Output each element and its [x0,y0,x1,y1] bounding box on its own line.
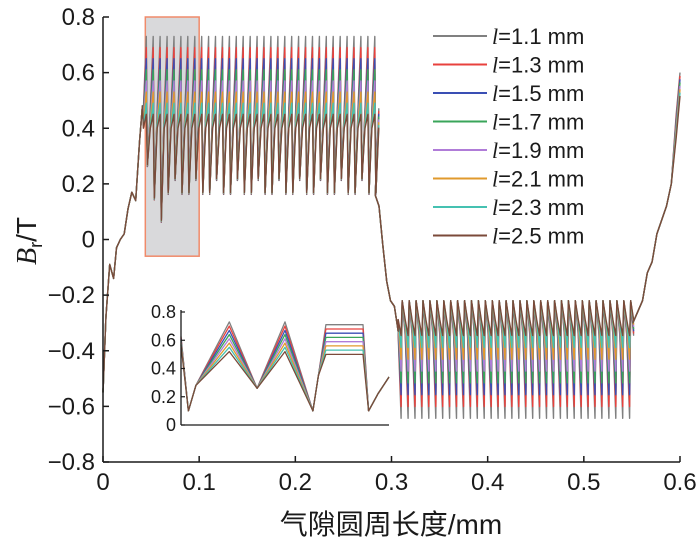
y-tick-label: 0 [82,227,95,254]
legend: l=1.1 mml=1.3 mml=1.5 mml=1.7 mml=1.9 mm… [433,24,584,249]
legend-label-variable: l [492,53,498,78]
inset-series-line-7 [180,345,390,412]
legend-label-7: l=2.5 mm [492,224,584,249]
legend-label-variable: l [492,24,498,49]
y-axis-title-symbol: B [12,248,43,265]
y-tick-label: −0.8 [48,449,95,476]
legend-label-2: l=1.5 mm [492,81,584,106]
legend-label-1: l=1.3 mm [492,53,584,78]
x-tick-label: 0.1 [182,469,215,496]
series-line-7 [102,95,681,393]
x-tick-label: 0.2 [279,469,312,496]
x-tick-label: 0.5 [567,469,600,496]
y-tick-label: 0.6 [62,60,95,87]
y-tick-label: −0.4 [48,338,95,365]
inset-y-tick-label: 0.8 [151,302,176,322]
legend-label-variable: l [492,195,498,220]
legend-label-value: =2.1 mm [498,167,584,192]
inset-y-tick-label: 0.4 [151,359,176,379]
x-tick-label: 0.4 [471,469,504,496]
legend-label-0: l=1.1 mm [492,24,584,49]
legend-label-variable: l [492,167,498,192]
y-tick-label: 0.2 [62,171,95,198]
legend-label-6: l=2.3 mm [492,195,584,220]
legend-label-4: l=1.9 mm [492,138,584,163]
x-tick-label: 0.3 [375,469,408,496]
legend-label-value: =1.1 mm [498,24,584,49]
inset-y-tick-label: 0.2 [151,387,176,407]
legend-label-value: =1.7 mm [498,110,584,135]
y-tick-label: −0.6 [48,393,95,420]
legend-label-variable: l [492,81,498,106]
legend-label-variable: l [492,138,498,163]
x-axis-title: 气隙圆周长度/mm [280,509,502,540]
inset-y-tick-label: 0.6 [151,330,176,350]
legend-label-variable: l [492,224,498,249]
y-axis-title-unit: /T [11,217,42,242]
y-axis-title-subscript: r [26,242,46,248]
y-tick-label: 0.4 [62,115,95,142]
y-tick-label: −0.2 [48,282,95,309]
legend-label-value: =1.9 mm [498,138,584,163]
legend-label-value: =2.5 mm [498,224,584,249]
x-tick-label: 0.6 [663,469,696,496]
inset-y-tick-label: 0 [166,415,176,435]
legend-label-5: l=2.1 mm [492,167,584,192]
legend-label-value: =1.3 mm [498,53,584,78]
legend-label-value: =2.3 mm [498,195,584,220]
x-tick-label: 0 [96,469,109,496]
legend-label-3: l=1.7 mm [492,110,584,135]
plot-area [102,35,681,419]
axes: −0.8 −0.6 −0.4 −0.2 0 0.2 0.4 0.6 0.8 0 0.1 0.2 0.3 0… [48,4,697,496]
y-axis-title: Br/T [11,217,46,265]
y-tick-label: 0.8 [62,4,95,31]
legend-label-variable: l [492,110,498,135]
legend-label-value: =1.5 mm [498,81,584,106]
inset-chart: 0 0.2 0.4 0.6 0.8 [151,302,390,435]
